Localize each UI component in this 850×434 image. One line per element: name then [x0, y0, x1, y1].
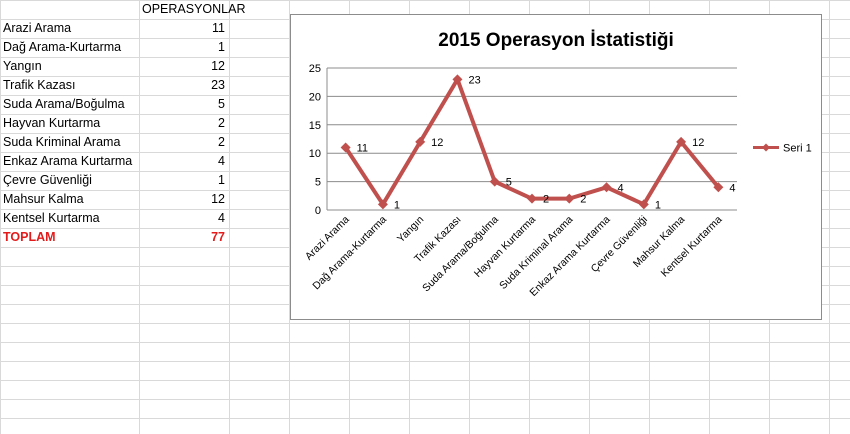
row-value[interactable]: 4: [218, 211, 225, 225]
row-label[interactable]: Trafik Kazası: [3, 78, 76, 92]
row-label[interactable]: Hayvan Kurtarma: [3, 116, 101, 130]
data-label: 4: [729, 182, 735, 194]
y-tick-label: 10: [309, 148, 321, 160]
data-point-marker[interactable]: [340, 142, 351, 153]
legend-marker: [762, 143, 770, 152]
data-label: 11: [357, 143, 368, 155]
row-value[interactable]: 11: [212, 21, 225, 35]
data-label: 2: [580, 194, 586, 206]
row-value[interactable]: 2: [218, 135, 225, 149]
legend-label: Seri 1: [783, 143, 812, 155]
total-value[interactable]: 77: [211, 230, 225, 244]
row-value[interactable]: 4: [218, 154, 225, 168]
chart-canvas: 2015 Operasyon İstatistiği0510152025Araz…: [303, 30, 812, 299]
data-label: 2: [543, 194, 549, 206]
data-point-marker[interactable]: [713, 182, 724, 193]
row-label[interactable]: Arazi Arama: [3, 21, 72, 35]
data-point-marker[interactable]: [377, 199, 388, 210]
data-label: 12: [692, 137, 704, 149]
y-tick-label: 20: [309, 91, 321, 103]
data-label: 1: [655, 199, 661, 211]
series-line: [343, 77, 720, 207]
data-label: 4: [618, 182, 624, 194]
data-point-marker[interactable]: [601, 182, 612, 193]
data-point-marker[interactable]: [638, 199, 649, 210]
data-point-marker[interactable]: [489, 176, 500, 187]
row-label[interactable]: Suda Kriminal Arama: [3, 135, 121, 149]
row-value[interactable]: 12: [211, 192, 225, 206]
data-label: 5: [506, 177, 512, 189]
y-tick-label: 25: [309, 63, 321, 75]
data-point-marker[interactable]: [452, 74, 463, 85]
data-point-marker[interactable]: [676, 136, 687, 147]
y-tick-label: 15: [309, 120, 321, 132]
chart-title: 2015 Operasyon İstatistiği: [438, 30, 674, 51]
row-label[interactable]: Kentsel Kurtarma: [3, 211, 100, 225]
row-label[interactable]: Çevre Güvenliği: [3, 173, 92, 187]
row-label[interactable]: Yangın: [3, 59, 42, 73]
data-label: 1: [394, 199, 400, 211]
data-label: 12: [431, 137, 443, 149]
data-point-marker[interactable]: [527, 193, 537, 204]
total-label[interactable]: TOPLAM: [3, 230, 56, 244]
y-tick-label: 5: [315, 177, 321, 189]
data-point-marker[interactable]: [564, 193, 575, 204]
row-value[interactable]: 1: [218, 173, 225, 187]
row-label[interactable]: Enkaz Arama Kurtarma: [3, 154, 133, 168]
row-value[interactable]: 1: [218, 40, 225, 54]
row-value[interactable]: 23: [211, 78, 225, 92]
row-value[interactable]: 2: [218, 116, 225, 130]
row-label[interactable]: Mahsur Kalma: [3, 192, 84, 206]
y-tick-label: 0: [315, 205, 321, 217]
x-tick-label: Dağ Arama-Kurtarma: [310, 214, 389, 293]
row-label[interactable]: Suda Arama/Boğulma: [3, 97, 125, 111]
row-label[interactable]: Dağ Arama-Kurtarma: [3, 40, 122, 54]
row-value[interactable]: 5: [218, 97, 225, 111]
column-header-operasyonlar[interactable]: OPERASYONLAR: [142, 2, 246, 16]
x-tick-label: Yangın: [395, 214, 427, 246]
data-point-marker[interactable]: [415, 136, 426, 147]
data-label: 23: [468, 74, 480, 86]
line-chart[interactable]: 2015 Operasyon İstatistiği 0 5 10 15 20 25 Araz…: [290, 14, 822, 320]
row-value[interactable]: 12: [211, 59, 225, 73]
